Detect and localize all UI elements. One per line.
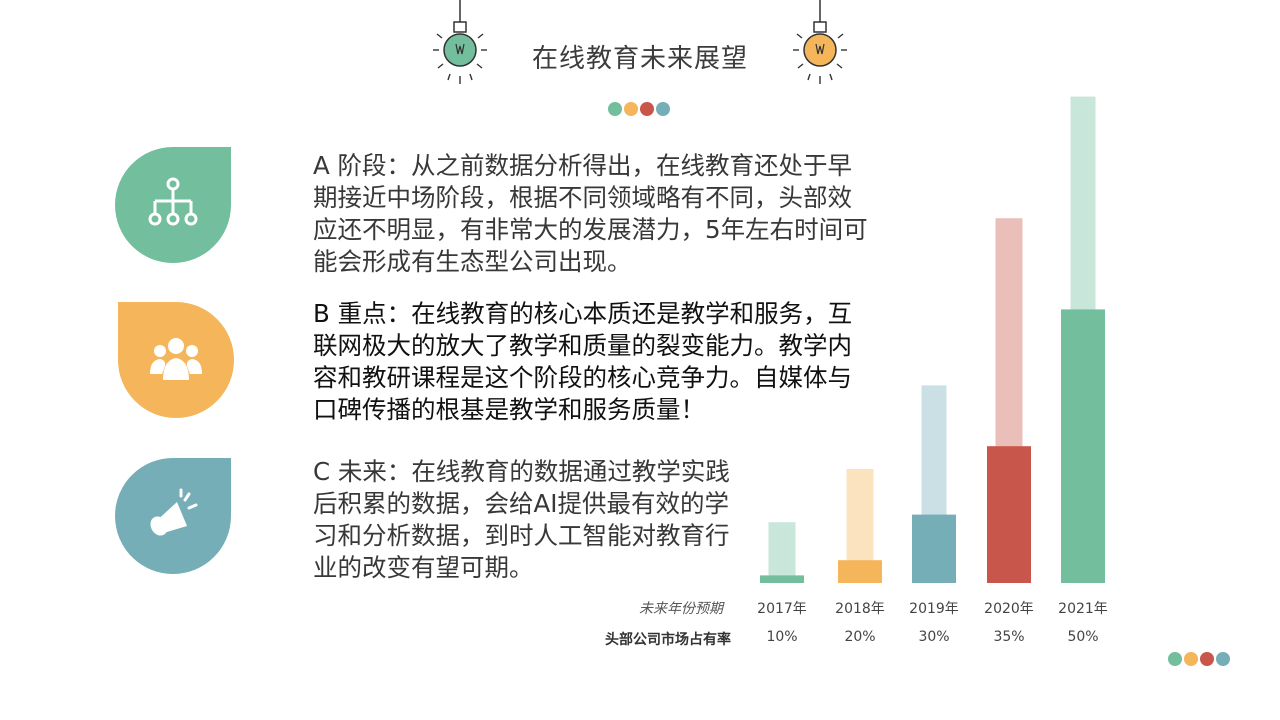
bar-2020年	[987, 446, 1031, 583]
decorative-dots-bottom	[1168, 652, 1230, 666]
hierarchy-icon	[148, 177, 198, 226]
dot-red	[1200, 652, 1214, 666]
bar-2019年	[912, 514, 956, 583]
megaphone-icon	[150, 488, 198, 536]
bar-background-2017年	[768, 522, 796, 583]
dot-green	[1168, 652, 1182, 666]
dot-teal	[656, 102, 670, 116]
bar-2021年	[1061, 309, 1105, 583]
paragraph-c: C 未来：在线教育的数据通过教学实践后积累的数据，会给AI提供最有效的学习和分析…	[313, 457, 730, 582]
share-row-label: 头部公司市场占有率	[605, 632, 731, 648]
market-share-value-label: 20%	[844, 629, 876, 645]
lightbulb-icon-green	[433, 0, 487, 84]
market-share-value-label: 35%	[993, 629, 1025, 645]
year-tick-label: 2019年	[909, 601, 959, 617]
paragraph-a: A 阶段：从之前数据分析得出，在线教育还处于早期接近中场阶段，根据不同领域略有不…	[313, 151, 868, 276]
team-badge	[118, 302, 234, 418]
year-tick-label: 2020年	[984, 601, 1034, 617]
year-tick-label: 2021年	[1058, 601, 1108, 617]
dot-red	[640, 102, 654, 116]
bar-2018年	[838, 560, 882, 583]
market-share-value-label: 30%	[918, 629, 950, 645]
year-tick-label: 2018年	[835, 601, 885, 617]
team-icon	[150, 338, 202, 380]
lightbulb-icon-orange	[793, 0, 847, 84]
year-tick-label: 2017年	[757, 601, 807, 617]
dot-orange	[624, 102, 638, 116]
megaphone-badge	[115, 458, 231, 574]
bar-2017年	[760, 575, 804, 583]
dot-teal	[1216, 652, 1230, 666]
year-row-label: 未来年份预期	[639, 601, 723, 617]
paragraph-b: B 重点：在线教育的核心本质还是教学和服务，互联网极大的放大了教学和质量的裂变能…	[313, 299, 853, 424]
decorative-dots-top	[608, 102, 670, 116]
dot-orange	[1184, 652, 1198, 666]
market-share-value-label: 50%	[1067, 629, 1099, 645]
market-share-value-label: 10%	[766, 629, 798, 645]
hierarchy-badge	[115, 147, 231, 263]
page-title: 在线教育未来展望	[531, 44, 748, 74]
dot-green	[608, 102, 622, 116]
